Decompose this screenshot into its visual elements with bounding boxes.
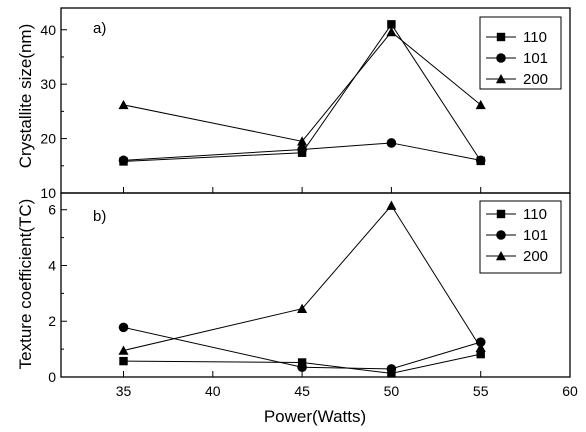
panel-b-xtick-label: 55 (473, 383, 489, 399)
panel-b-series-110-point (476, 349, 485, 359)
legend-b: 110 101 200 (479, 200, 562, 274)
panel-b-ytick-label: 6 (48, 202, 56, 218)
panel-a-series-110-point (387, 20, 396, 29)
panel-b-xtick-label: 40 (205, 383, 221, 399)
panel-b-ytick-label: 0 (48, 369, 56, 385)
panel-a: 10 20 30 40 (40, 20, 571, 201)
panel-b-series-200-point (475, 342, 486, 353)
panel-a-series-110-line (123, 23, 482, 162)
panel-b-series-101-point (386, 364, 397, 374)
legend-a: 110 101 200 (479, 16, 562, 90)
legend-a-label-200: 200 (523, 71, 548, 88)
panel-b-series-200-point (118, 345, 129, 355)
panel-a-ytick-label: 30 (40, 76, 56, 92)
legend-a-label-110: 110 (523, 29, 547, 46)
x-axis-label: Power(Watts) (264, 407, 366, 426)
panel-a-ytick-label: 20 (40, 131, 56, 147)
panel-a-ylabel: Crystallite size(nm) (16, 24, 35, 169)
legend-a-marker-101 (496, 53, 506, 63)
legend-a-label-101: 101 (523, 50, 548, 67)
legend-b-label-110: 110 (523, 206, 547, 223)
panel-b-series-200-point (386, 200, 397, 210)
panel-b-frame (60, 192, 571, 378)
panel-a-series-200-point (297, 136, 308, 146)
panel-b-xtick-label: 60 (562, 383, 578, 399)
legend-b-label-200: 200 (523, 248, 548, 265)
panel-a-series-200-point (475, 99, 486, 110)
panel-b: 0 2 4 6 35 40 45 50 55 60 (48, 200, 578, 399)
panel-b-series-200-line (123, 204, 482, 352)
panel-a-series-101-line (123, 142, 481, 161)
legend-b-box (479, 200, 562, 274)
panel-a-series-200-point (386, 26, 397, 37)
panel-b-ylabel: Texture coefficient(TC) (16, 199, 35, 370)
legend-b-marker-110 (496, 209, 506, 219)
panel-b-series-110-point (119, 356, 128, 366)
legend-a-marker-200 (495, 73, 507, 84)
panel-a-series-200-line (123, 31, 482, 142)
panel-b-xtick-label: 50 (384, 383, 400, 399)
panel-b-ytick-label: 4 (48, 257, 56, 273)
panel-b-ytick-label: 2 (48, 313, 56, 329)
panel-a-series-101-point (475, 155, 486, 166)
legend-b-marker-101 (496, 230, 506, 240)
panel-b-series-101-point (118, 322, 129, 333)
legend-a-box (479, 16, 562, 90)
panel-a-ytick-label: 10 (40, 185, 56, 201)
panel-b-series-200-point (297, 303, 308, 313)
legend-b-marker-200 (495, 250, 507, 261)
panel-a-series-101-point (297, 144, 307, 155)
panel-a-series-101-point (386, 138, 397, 148)
panel-b-xtick-label: 45 (294, 383, 310, 399)
panel-a-series-101-point (118, 155, 129, 166)
panel-a-series-200-point (118, 99, 129, 110)
panel-b-series-101-point (297, 362, 307, 373)
panel-a-label: a) (93, 20, 106, 37)
panel-b-series-101-line (123, 326, 481, 370)
legend-b-label-101: 101 (523, 227, 548, 244)
panel-b-xtick-label: 35 (116, 383, 132, 399)
panel-b-label: b) (93, 208, 106, 225)
panel-a-ytick-label: 40 (40, 22, 56, 38)
legend-a-marker-110 (496, 32, 506, 42)
